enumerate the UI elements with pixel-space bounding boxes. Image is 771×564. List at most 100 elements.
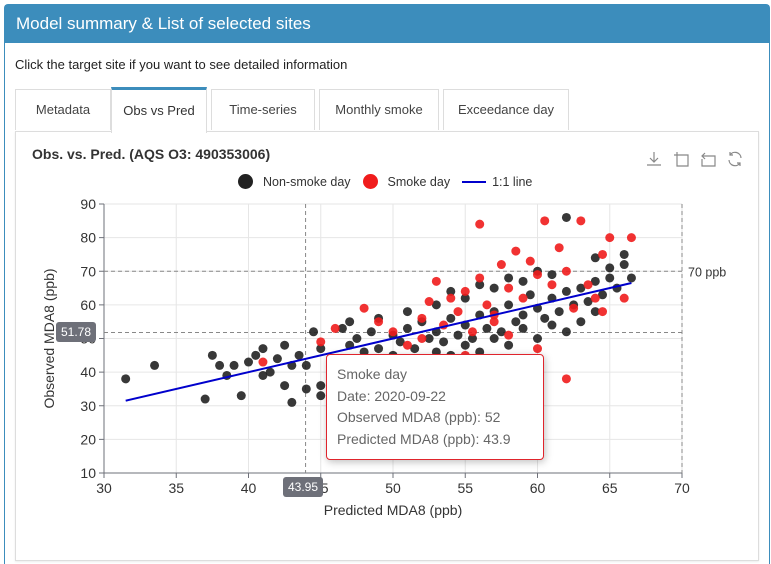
smoke-point	[504, 330, 514, 340]
smoke-point	[569, 303, 579, 313]
non-smoke-point	[150, 360, 160, 370]
tab-obs-vs-pred[interactable]: Obs vs Pred	[111, 87, 207, 133]
download-icon[interactable]	[645, 150, 663, 168]
x-tick-label: 50	[385, 480, 401, 496]
non-smoke-point	[590, 307, 600, 317]
non-smoke-point	[229, 360, 239, 370]
smoke-point	[561, 266, 571, 276]
y-tick-label: 30	[80, 398, 96, 414]
non-smoke-point	[424, 334, 434, 343]
smoke-point	[316, 337, 326, 347]
legend-fit-line[interactable]: 1:1 line	[462, 175, 532, 189]
tooltip-series: Smoke day	[337, 366, 408, 382]
non-smoke-point	[533, 334, 542, 343]
non-smoke-point	[366, 327, 376, 337]
smoke-point	[626, 233, 636, 243]
non-smoke-point	[280, 381, 290, 391]
non-smoke-point	[439, 337, 449, 347]
non-smoke-point	[309, 327, 319, 337]
tab-time-series[interactable]: Time-series	[211, 89, 315, 130]
non-smoke-point	[504, 340, 514, 350]
y-pointer-label: 51.78	[56, 322, 97, 342]
non-smoke-point	[431, 300, 441, 310]
zoom-reset-icon[interactable]	[699, 150, 717, 168]
non-smoke-point	[489, 283, 499, 293]
tab-monthly-smoke[interactable]: Monthly smoke	[319, 89, 439, 130]
smoke-point	[496, 260, 506, 270]
non-smoke-point	[460, 293, 470, 303]
smoke-point	[359, 303, 369, 313]
smoke-point	[417, 313, 427, 323]
smoke-point	[605, 233, 615, 243]
non-smoke-point	[352, 334, 362, 343]
smoke-point	[518, 293, 528, 303]
smoke-point	[504, 283, 514, 293]
non-smoke-point	[467, 334, 477, 343]
non-smoke-point	[294, 350, 304, 360]
non-smoke-point	[561, 212, 571, 222]
non-smoke-point	[402, 323, 412, 333]
legend-non-smoke[interactable]: Non-smoke day	[238, 174, 351, 189]
non-smoke-point	[561, 286, 571, 296]
non-smoke-point	[301, 360, 311, 370]
non-smoke-point	[525, 290, 535, 300]
smoke-point	[576, 216, 586, 226]
smoke-point	[258, 357, 268, 367]
tab-exceedance-day[interactable]: Exceedance day	[443, 89, 569, 130]
zoom-select-icon[interactable]	[672, 150, 690, 168]
scatter-plot[interactable]: 102030405060708090303540455055606570Pred…	[16, 132, 760, 562]
smoke-point	[424, 297, 434, 307]
non-smoke-point	[251, 350, 261, 360]
non-smoke-point	[475, 280, 485, 290]
non-smoke-point	[265, 367, 275, 377]
non-smoke-point	[244, 357, 253, 367]
y-tick-label: 90	[80, 196, 96, 212]
non-smoke-point	[395, 337, 405, 347]
smoke-point	[619, 293, 629, 303]
smoke-point	[482, 300, 492, 310]
non-smoke-point	[496, 327, 506, 337]
legend-label: Smoke day	[387, 174, 451, 189]
smoke-point	[475, 219, 485, 229]
non-smoke-point	[561, 327, 571, 337]
x-tick-label: 35	[168, 480, 184, 496]
restore-icon[interactable]	[726, 150, 744, 168]
legend-smoke[interactable]: Smoke day	[362, 174, 451, 189]
non-smoke-point	[619, 249, 629, 259]
tab-metadata[interactable]: Metadata	[15, 89, 111, 130]
y-axis-title: Observed MDA8 (ppb)	[41, 268, 57, 408]
non-smoke-point	[590, 253, 600, 263]
non-smoke-point	[446, 313, 456, 323]
non-smoke-point	[605, 263, 615, 273]
smoke-point	[467, 327, 477, 337]
non-smoke-point	[280, 340, 290, 350]
non-smoke-point	[374, 344, 384, 354]
non-smoke-point	[207, 350, 217, 360]
non-smoke-point	[453, 330, 463, 340]
threshold-label: 70 ppb	[688, 265, 726, 279]
smoke-point	[561, 374, 571, 384]
non-smoke-point	[410, 344, 420, 354]
non-smoke-point	[301, 384, 311, 394]
non-smoke-point	[482, 323, 492, 333]
non-smoke-point	[504, 300, 514, 310]
x-tick-label: 60	[530, 480, 546, 496]
non-smoke-point	[489, 334, 499, 343]
non-smoke-point	[598, 290, 608, 300]
non-smoke-point	[316, 381, 326, 391]
non-smoke-point	[272, 354, 282, 364]
tooltip-predicted: Predicted MDA8 (ppb): 43.9	[337, 430, 511, 447]
y-tick-label: 20	[80, 431, 96, 447]
tooltip-date: Date: 2020-09-22	[337, 387, 446, 404]
non-smoke-point	[540, 313, 550, 323]
non-smoke-point	[345, 317, 355, 327]
x-tick-label: 55	[457, 480, 473, 496]
non-smoke-point	[337, 323, 347, 333]
non-smoke-point	[518, 323, 528, 333]
x-axis-title: Predicted MDA8 (ppb)	[324, 502, 463, 518]
model-summary-panel: Model summary & List of selected sites C…	[4, 4, 770, 564]
smoke-point	[388, 327, 398, 337]
fit-line	[125, 282, 632, 402]
y-tick-label: 40	[80, 364, 96, 380]
smoke-point	[598, 249, 608, 259]
